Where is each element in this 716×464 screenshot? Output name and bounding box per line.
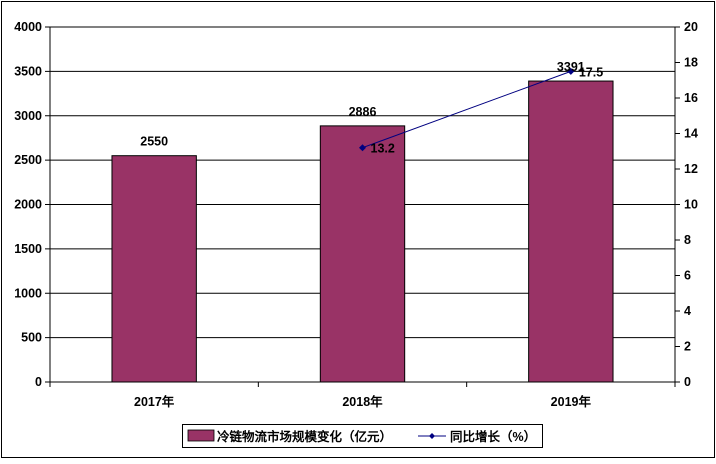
y-right-tick-label: 2 [684,340,691,354]
y-right-tick-label: 18 [684,56,698,70]
bar-series [111,80,614,383]
bar [319,125,406,383]
y-left-tick-label: 2500 [14,153,42,167]
growth-point [567,67,575,75]
line-series [359,67,575,152]
bar-value-label: 2886 [349,105,377,119]
y-left-tick-label: 0 [35,375,42,389]
y-left-tick-label: 1000 [14,286,42,300]
y-left-tick-label: 3500 [14,64,42,78]
bar [528,80,614,383]
growth-value-label: 13.2 [371,142,395,156]
data-labels: 2550 2886 3391 13.2 17.5 [140,60,603,156]
axes: 0 500 1000 1500 2000 2500 3000 3500 4000 0 2 4 6 8 10 1… [14,20,698,409]
legend-marker-diamond [429,433,435,439]
y-right-tick-label: 8 [684,233,691,247]
y-left-tick-label: 2000 [14,198,42,212]
bar-value-label: 3391 [557,60,585,74]
y-right-tick-label: 0 [684,375,691,389]
legend-swatch-bar [187,429,215,442]
x-tick-label: 2018年 [342,394,383,409]
legend-label-line: 同比增长（%） [450,429,536,444]
y-right-tick-label: 14 [684,127,698,141]
y-right-tick-label: 12 [684,162,698,176]
y-right-tick-label: 4 [684,304,691,318]
bar-value-label: 2550 [140,135,168,149]
legend: 冷链物流市场规模变化（亿元） 同比增长（%） [182,424,543,448]
y-right-tick-label: 20 [684,20,698,34]
legend-box [182,424,543,448]
y-right-tick-label: 16 [684,91,698,105]
y-left-tick-label: 500 [21,331,42,345]
legend-label-bar: 冷链物流市场规模变化（亿元） [217,429,392,444]
growth-line [362,70,572,149]
growth-point [359,144,366,152]
bar [111,155,197,383]
x-tick-label: 2017年 [134,394,175,409]
y-left-tick-label: 3000 [14,109,42,123]
x-tick-label: 2019年 [551,394,592,409]
y-right-tick-label: 10 [684,198,698,212]
growth-value-label: 17.5 [579,65,603,79]
y-right-tick-label: 6 [684,269,691,283]
y-left-tick-label: 4000 [14,20,42,34]
y-left-tick-label: 1500 [14,242,42,256]
